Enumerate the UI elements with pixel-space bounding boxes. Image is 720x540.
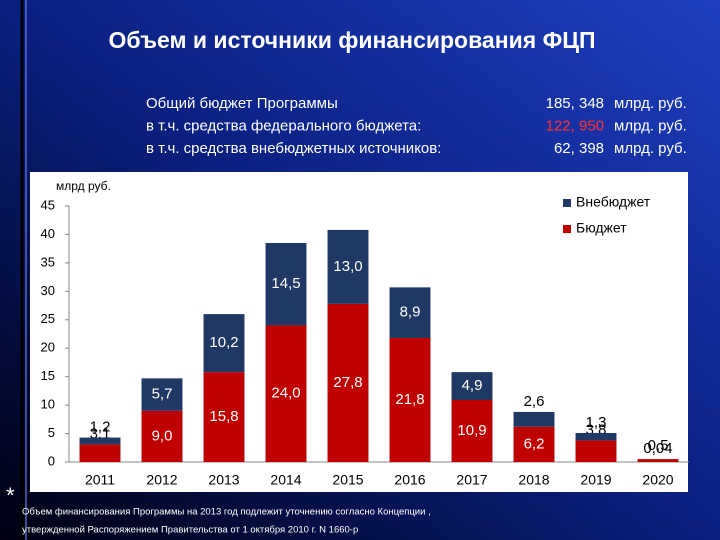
footnote-mark: * [6,483,15,508]
value-label: 10,2 [209,334,238,351]
value-label: 1,2 [90,419,111,436]
y-tick-label: 25 [41,311,55,326]
summary-unit: млрд. руб. [614,140,687,157]
value-label: 21,8 [395,391,424,408]
value-label: 8,9 [400,304,421,321]
bar-segment [575,440,617,462]
value-label: 2,6 [524,393,545,410]
footnote: утвержденной Распоряжением Правительства… [22,525,358,536]
value-label: 6,2 [524,435,545,452]
bar-segment [79,444,121,462]
legend-swatch [563,199,571,207]
y-tick-label: 20 [41,340,55,355]
y-tick-label: 0 [48,453,55,468]
summary-value: 122, 950 [546,117,604,134]
x-tick-label: 2016 [394,472,425,488]
bar-segment [265,242,307,326]
bar-segment [141,410,183,462]
x-tick-label: 2017 [456,472,487,488]
y-tick-label: 40 [41,226,55,241]
y-tick-label: 30 [41,283,55,298]
x-tick-label: 2011 [85,472,115,488]
summary-unit: млрд. руб. [614,117,687,134]
value-label: 14,5 [271,275,300,292]
x-tick-label: 2015 [332,472,363,488]
bar-segment [203,314,245,373]
value-label: 5,7 [152,386,173,403]
bar-segment [327,229,369,304]
value-label: 0,04 [643,440,672,457]
bar-segment [575,432,617,441]
value-label: 4,9 [462,377,483,394]
y-tick-label: 10 [41,397,55,412]
value-label: 9,0 [152,427,173,444]
bar-segment [203,372,245,462]
summary: Общий бюджет Программы 185, 348 млрд. руб.… [146,95,687,157]
slide-title: Объем и источники финансирования ФЦП [108,27,595,53]
bar-segment [451,372,493,400]
summary-value: 62, 398 [554,140,604,157]
x-tick-label: 2019 [580,472,611,488]
value-label: 0,5 [648,437,669,454]
summary-label: в т.ч. средства внебюджетных источников: [146,140,441,157]
y-tick-label: 35 [41,254,55,269]
y-tick-label: 5 [48,425,55,440]
x-tick-label: 2018 [518,472,549,488]
value-label: 1,3 [586,414,607,431]
x-tick-label: 2013 [208,472,239,488]
summary-unit: млрд. руб. [614,95,687,112]
legend-label: Внебюджет [576,194,651,210]
bar-segment [265,325,307,462]
y-axis-label: млрд руб. [56,179,111,193]
value-label: 15,8 [209,408,238,425]
bar-segment [451,399,493,462]
bar-segment [637,459,679,462]
x-tick-label: 2020 [642,472,673,488]
value-label: 27,8 [333,374,362,391]
summary-value: 185, 348 [546,95,604,112]
bar-segment [327,303,369,462]
x-tick-label: 2012 [146,472,177,488]
value-label: 24,0 [271,385,300,402]
summary-label: в т.ч. средства федерального бюджета: [146,117,421,134]
chart: млрд руб. 0 5 10 15 20 25 30 35 40 45 Внебюджет Бюдж… [41,179,689,488]
legend-swatch [563,225,571,233]
footnote: Объем финансирования Программы на 2013 г… [22,507,431,518]
bar-segment [141,378,183,411]
bar-segment [79,437,121,445]
legend-label: Бюджет [576,220,627,236]
value-label: 13,0 [333,258,362,275]
bar-segment [513,411,555,427]
bar-segment [389,337,431,462]
bar-segment [389,287,431,338]
summary-label: Общий бюджет Программы [146,95,338,112]
y-tick-label: 15 [41,368,55,383]
bar-segment [513,426,555,462]
value-label: 10,9 [457,422,486,439]
y-tick-label: 45 [41,197,55,212]
x-tick-label: 2014 [270,472,301,488]
